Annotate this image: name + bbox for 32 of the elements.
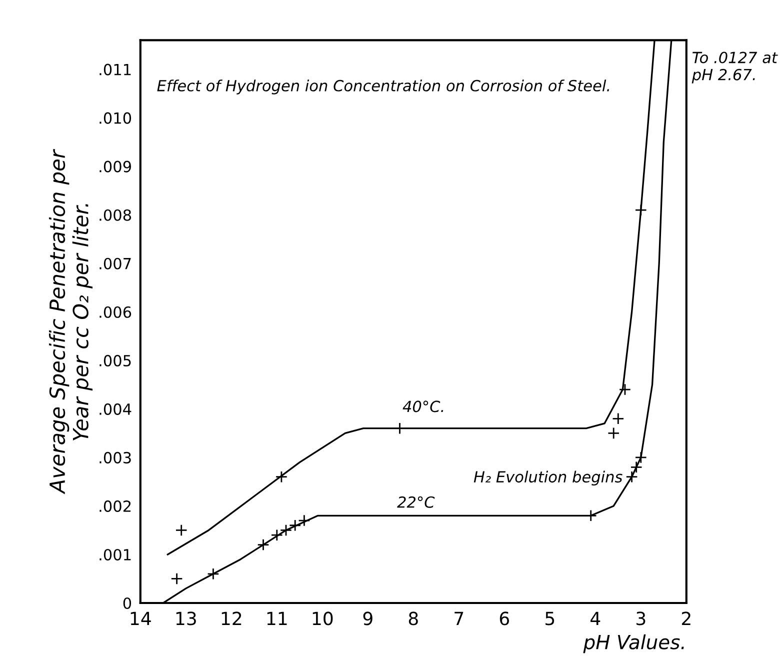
y-tick-label: .009 xyxy=(100,160,131,172)
annotation: 40°C. xyxy=(402,400,444,412)
x-tick-label: 6 xyxy=(500,612,510,626)
x-tick-label: 14 xyxy=(130,612,151,626)
y-tick-label: 0 xyxy=(123,597,132,610)
x-tick-label: 2 xyxy=(682,612,690,626)
x-tick-label: 10 xyxy=(312,612,333,626)
y-tick-label: .003 xyxy=(100,452,131,464)
y-tick-label: .007 xyxy=(100,258,131,270)
x-tick-label: 5 xyxy=(546,612,554,626)
y-tick-label: .008 xyxy=(100,209,132,221)
x-tick-label: 13 xyxy=(176,612,196,626)
x-tick-label: 3 xyxy=(636,612,646,626)
x-tick-label: 4 xyxy=(590,612,600,626)
x-tick-label: 12 xyxy=(222,612,242,626)
annotation: H₂ Evolution begins xyxy=(474,470,622,486)
y-tick-label: .002 xyxy=(100,500,131,512)
y-tick-label: .011 xyxy=(100,64,131,76)
x-tick-label: 9 xyxy=(363,612,372,626)
x-axis-title: pH Values. xyxy=(583,634,684,654)
x-tick-label: 11 xyxy=(267,612,287,626)
y-tick-label: .004 xyxy=(100,403,132,415)
y-tick-label: .005 xyxy=(100,354,131,366)
text: To .0127 at pH 2.67. xyxy=(692,52,778,84)
x-tick-label: 7 xyxy=(454,612,464,626)
y-tick-label: .010 xyxy=(100,112,132,124)
annotation: 22°C xyxy=(397,496,435,508)
y-tick-label: .001 xyxy=(100,548,131,561)
text: Effect of Hydrogen ion Concentration on Corrosion of Steel. xyxy=(157,80,610,94)
x-tick-label: 8 xyxy=(408,612,418,626)
y-tick-label: .006 xyxy=(100,306,132,318)
y-axis-title: Average Specific Penetration per Year per cc O₂ per liter. xyxy=(49,148,92,494)
